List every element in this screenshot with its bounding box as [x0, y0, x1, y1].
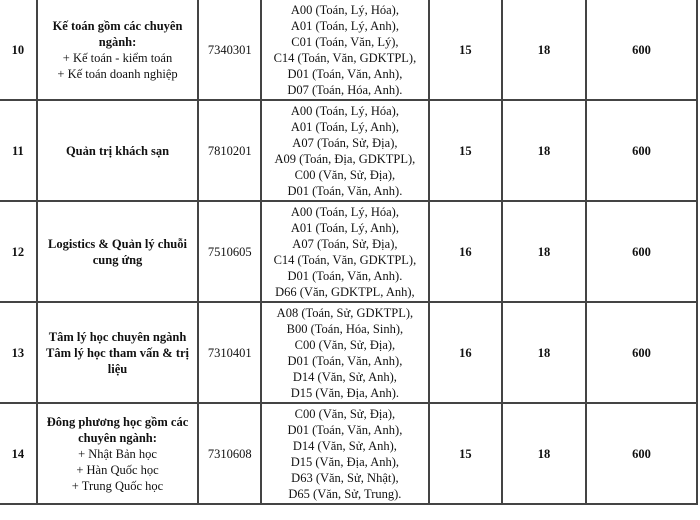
subject-combinations: A00 (Toán, Lý, Hóa), A01 (Toán, Lý, Anh),…: [260, 200, 430, 303]
score-3: 600: [585, 301, 698, 404]
subject-combinations: A00 (Toán, Lý, Hóa), A01 (Toán, Lý, Anh),…: [260, 99, 430, 202]
subject-combination: C14 (Toán, Văn, GDKTPL),: [273, 252, 417, 267]
major-name: Đông phương học gồm các chuyên ngành: + Nh…: [35, 402, 200, 505]
subject-combination: A07 (Toán, Sử, Địa),: [292, 135, 398, 150]
subject-combination: A00 (Toán, Lý, Hóa),: [290, 204, 399, 219]
score-2: 18: [500, 301, 588, 404]
score-1: 16: [427, 200, 503, 303]
row-number: 14: [0, 402, 38, 505]
subject-combination: D01 (Toán, Văn, Anh),: [287, 66, 403, 81]
major-code: 7810201: [197, 99, 263, 202]
subject-combination: D66 (Văn, GDKTPL, Anh),: [275, 284, 415, 299]
subject-combination: C00 (Văn, Sử, Địa),: [294, 406, 396, 421]
table-row: 10 Kế toán gồm các chuyên ngành: + Kế toán…: [0, 0, 698, 101]
subject-combination: A08 (Toán, Sử, GDKTPL),: [276, 305, 414, 320]
score-1: 15: [427, 0, 503, 101]
subject-combination: D01 (Toán, Văn, Anh).: [287, 183, 403, 198]
major-name: Logistics & Quản lý chuỗi cung ứng: [35, 200, 200, 303]
table-row: 13 Tâm lý học chuyên ngành Tâm lý học tha…: [0, 301, 698, 404]
major-name-line: ngành:: [98, 34, 137, 49]
major-name-line: Đông phương học gồm các: [46, 414, 189, 429]
major-name-line: liệu: [107, 361, 128, 376]
table-row: 14 Đông phương học gồm các chuyên ngành: +…: [0, 402, 698, 505]
subject-combinations: A00 (Toán, Lý, Hóa), A01 (Toán, Lý, Anh),…: [260, 0, 430, 101]
score-2: 18: [500, 200, 588, 303]
specialization-item: + Hàn Quốc học: [76, 462, 159, 477]
score-2: 18: [500, 0, 588, 101]
subject-combination: D01 (Toán, Văn, Anh).: [287, 268, 403, 283]
major-name-line: Quản trị khách sạn: [65, 143, 170, 158]
table-row: 12 Logistics & Quản lý chuỗi cung ứng 751…: [0, 200, 698, 303]
score-1: 15: [427, 99, 503, 202]
major-name: Quản trị khách sạn: [35, 99, 200, 202]
major-code: 7310608: [197, 402, 263, 505]
subject-combination: B00 (Toán, Hóa, Sinh),: [286, 321, 404, 336]
row-number: 13: [0, 301, 38, 404]
row-number: 10: [0, 0, 38, 101]
major-name: Tâm lý học chuyên ngành Tâm lý học tham v…: [35, 301, 200, 404]
row-number: 12: [0, 200, 38, 303]
table-row: 11 Quản trị khách sạn 7810201 A00 (Toán,…: [0, 99, 698, 202]
subject-combination: A09 (Toán, Địa, GDKTPL),: [274, 151, 416, 166]
major-name-line: Tâm lý học tham vấn & trị: [45, 345, 190, 360]
subject-combination: C00 (Văn, Sử, Địa),: [294, 337, 396, 352]
major-code: 7340301: [197, 0, 263, 101]
subject-combination: C01 (Toán, Văn, Lý),: [291, 34, 399, 49]
specialization-item: + Kế toán doanh nghiệp: [57, 66, 178, 81]
subject-combination: D15 (Văn, Địa, Anh),: [290, 454, 400, 469]
score-3: 600: [585, 200, 698, 303]
subject-combination: D01 (Toán, Văn, Anh),: [287, 353, 403, 368]
major-name-line: Tâm lý học chuyên ngành: [48, 329, 187, 344]
score-3: 600: [585, 402, 698, 505]
subject-combination: A01 (Toán, Lý, Anh),: [290, 18, 399, 33]
subject-combination: D14 (Văn, Sử, Anh),: [292, 438, 397, 453]
major-name-line: Kế toán gồm các chuyên: [52, 18, 183, 33]
major-code: 7510605: [197, 200, 263, 303]
subject-combination: D63 (Văn, Sử, Nhật),: [291, 470, 399, 485]
score-2: 18: [500, 402, 588, 505]
major-name-line: chuyên ngành:: [78, 430, 157, 445]
subject-combination: A07 (Toán, Sử, Địa),: [292, 236, 398, 251]
specialization-item: + Kế toán - kiểm toán: [62, 50, 173, 65]
subject-combination: A00 (Toán, Lý, Hóa),: [290, 2, 399, 17]
subject-combination: A01 (Toán, Lý, Anh),: [290, 220, 399, 235]
subject-combination: D14 (Văn, Sử, Anh),: [292, 369, 397, 384]
subject-combination: D07 (Toán, Hóa, Anh).: [287, 82, 403, 97]
specialization-item: + Trung Quốc học: [71, 478, 164, 493]
major-name-line: Logistics & Quản lý chuỗi: [48, 236, 187, 251]
row-number: 11: [0, 99, 38, 202]
major-name: Kế toán gồm các chuyên ngành: + Kế toán - …: [35, 0, 200, 101]
subject-combination: D01 (Toán, Văn, Anh),: [287, 422, 403, 437]
score-1: 16: [427, 301, 503, 404]
subject-combination: C14 (Toán, Văn, GDKTPL),: [273, 50, 417, 65]
score-3: 600: [585, 99, 698, 202]
score-1: 15: [427, 402, 503, 505]
specialization-item: + Nhật Bản học: [78, 446, 157, 461]
subject-combinations: C00 (Văn, Sử, Địa), D01 (Toán, Văn, Anh),…: [260, 402, 430, 505]
subject-combination: A00 (Toán, Lý, Hóa),: [290, 103, 399, 118]
score-2: 18: [500, 99, 588, 202]
subject-combination: D15 (Văn, Địa, Anh).: [290, 385, 400, 400]
major-name-line: cung ứng: [92, 252, 143, 267]
admission-table: 10 Kế toán gồm các chuyên ngành: + Kế toán…: [0, 0, 698, 505]
subject-combination: D65 (Văn, Sử, Trung).: [288, 486, 402, 501]
subject-combination: A01 (Toán, Lý, Anh),: [290, 119, 399, 134]
score-3: 600: [585, 0, 698, 101]
subject-combination: C00 (Văn, Sử, Địa),: [294, 167, 396, 182]
subject-combinations: A08 (Toán, Sử, GDKTPL), B00 (Toán, Hóa, S…: [260, 301, 430, 404]
major-code: 7310401: [197, 301, 263, 404]
